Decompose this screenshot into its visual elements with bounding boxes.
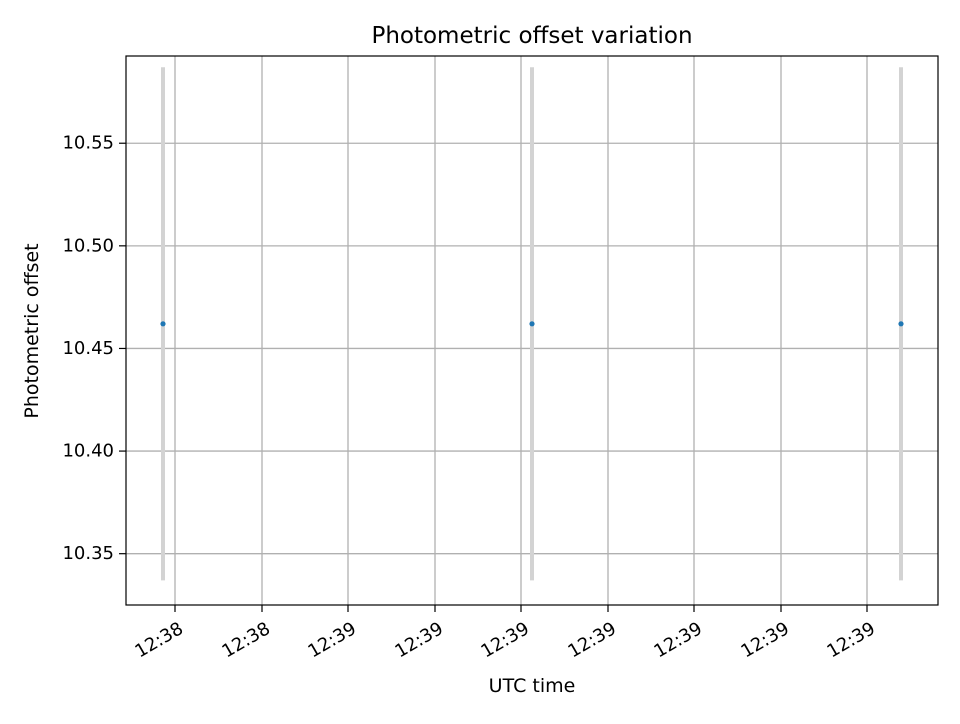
data-point <box>160 321 166 327</box>
y-tick-label: 10.45 <box>62 338 114 359</box>
data-point <box>529 321 535 327</box>
y-tick-label: 10.40 <box>62 441 114 462</box>
axes-frame <box>125 55 939 606</box>
y-tick-label: 10.55 <box>62 133 114 154</box>
y-tick-label: 10.35 <box>62 543 114 564</box>
y-tick-label: 10.50 <box>62 235 114 256</box>
data-point <box>898 321 904 327</box>
x-axis-label: UTC time <box>489 675 576 697</box>
point-layer <box>160 321 904 327</box>
chart-title: Photometric offset variation <box>371 23 692 49</box>
y-axis-label: Photometric offset <box>21 243 43 418</box>
